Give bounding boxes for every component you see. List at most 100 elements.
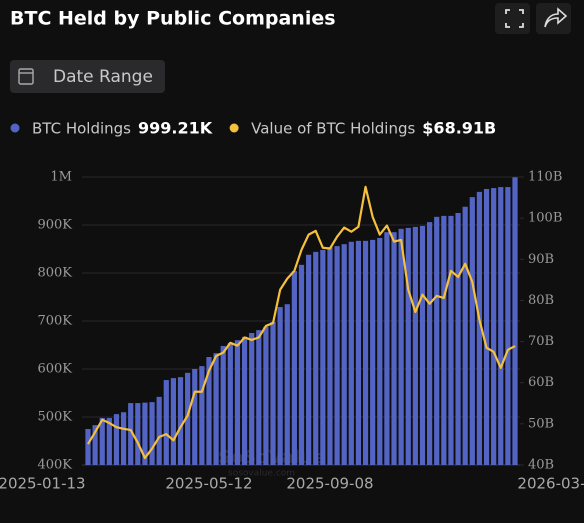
bar (213, 353, 219, 465)
bar (270, 321, 276, 465)
bar (106, 417, 112, 465)
y2-tick-label: 110B (528, 170, 562, 185)
date-range-button[interactable]: Date Range (10, 60, 165, 93)
button-bg[interactable] (10, 60, 165, 93)
legend-label: BTC Holdings (32, 120, 131, 138)
bar (427, 222, 433, 465)
bar (405, 227, 411, 465)
bar (384, 232, 390, 465)
calendar-icon (18, 68, 34, 85)
button-label[interactable]: Date Range (53, 67, 153, 87)
y2-tick-label: 70B (528, 334, 554, 349)
bar (419, 225, 426, 465)
bar (434, 216, 440, 465)
title: BTC Held by Public Companies (10, 8, 336, 30)
expand-icon (505, 9, 524, 28)
bar (462, 206, 468, 465)
bar (120, 412, 127, 465)
bar (241, 336, 248, 465)
x-tick-label: 2025-05-12 (165, 475, 252, 493)
bar (277, 307, 283, 465)
bar (476, 191, 483, 465)
bar (412, 226, 418, 465)
bar (448, 215, 454, 465)
legend-swatch (229, 123, 239, 133)
bar (313, 251, 319, 465)
bar (391, 232, 397, 465)
bar (505, 187, 511, 465)
bar (469, 197, 475, 465)
bar (327, 247, 333, 465)
bar (227, 343, 233, 465)
bar (483, 189, 490, 465)
bar (149, 402, 155, 465)
legend: BTC Holdings 999.21K Value of BTC Holdings… (10, 119, 496, 138)
bar (177, 377, 184, 465)
bar (206, 357, 212, 465)
bar (249, 333, 255, 465)
bar (370, 239, 376, 465)
bar (441, 215, 447, 465)
bar (284, 304, 290, 465)
bar (498, 187, 504, 465)
bar (99, 417, 105, 465)
bar (220, 345, 226, 465)
bar (491, 188, 497, 466)
bar (113, 414, 120, 465)
bar (92, 425, 98, 465)
bar (398, 228, 404, 465)
bar (263, 326, 269, 465)
legend-value: $68.91B (422, 119, 496, 138)
watermark: sosovalue.com (228, 469, 295, 479)
x-tick-label: 2025-09-08 (286, 475, 373, 493)
share-icon (544, 7, 568, 28)
bar (298, 264, 305, 465)
legend-swatch (10, 123, 20, 133)
y-tick-label: 900K (37, 218, 72, 233)
bar (348, 241, 354, 465)
bar (192, 369, 198, 465)
y2-tick-label: 50B (528, 416, 554, 431)
bar (128, 403, 134, 465)
y2-tick-label: 80B (528, 293, 554, 308)
y-tick-label: 800K (37, 266, 72, 281)
bar (142, 402, 148, 465)
y2-tick-label: 90B (528, 252, 554, 267)
line (87, 185, 516, 460)
bar (163, 380, 169, 465)
bar (234, 340, 241, 465)
bar (256, 330, 262, 465)
bar (291, 271, 297, 465)
y2-tick-label: 60B (528, 375, 554, 390)
bar (512, 177, 518, 465)
y-tick-label: 400K (37, 458, 72, 473)
y-tick-label: 500K (37, 410, 72, 425)
legend-label: Value of BTC Holdings (251, 120, 415, 138)
expand-button[interactable] (495, 3, 530, 34)
bar (320, 249, 326, 465)
bar (199, 366, 205, 465)
bar (377, 237, 383, 465)
bar (85, 429, 91, 465)
bar (355, 240, 362, 465)
bar (362, 240, 369, 465)
bar (334, 246, 340, 465)
legend-value: 999.21K (138, 119, 213, 138)
y2-tick-label: 40B (528, 458, 554, 473)
y-tick-label: 1M (50, 170, 72, 185)
x-tick-label: 2026-03-09 (517, 475, 584, 493)
y-tick-label: 600K (37, 362, 72, 377)
bar (306, 254, 312, 465)
bar (341, 244, 347, 465)
bar (185, 372, 191, 465)
bar (170, 378, 176, 465)
x-tick-label: 2025-01-13 (0, 475, 86, 493)
bar (455, 213, 461, 465)
y2-tick-label: 100B (528, 211, 562, 226)
button-bg[interactable] (495, 3, 530, 34)
share-button[interactable] (536, 3, 571, 34)
bar (156, 396, 162, 465)
bar (135, 403, 141, 465)
